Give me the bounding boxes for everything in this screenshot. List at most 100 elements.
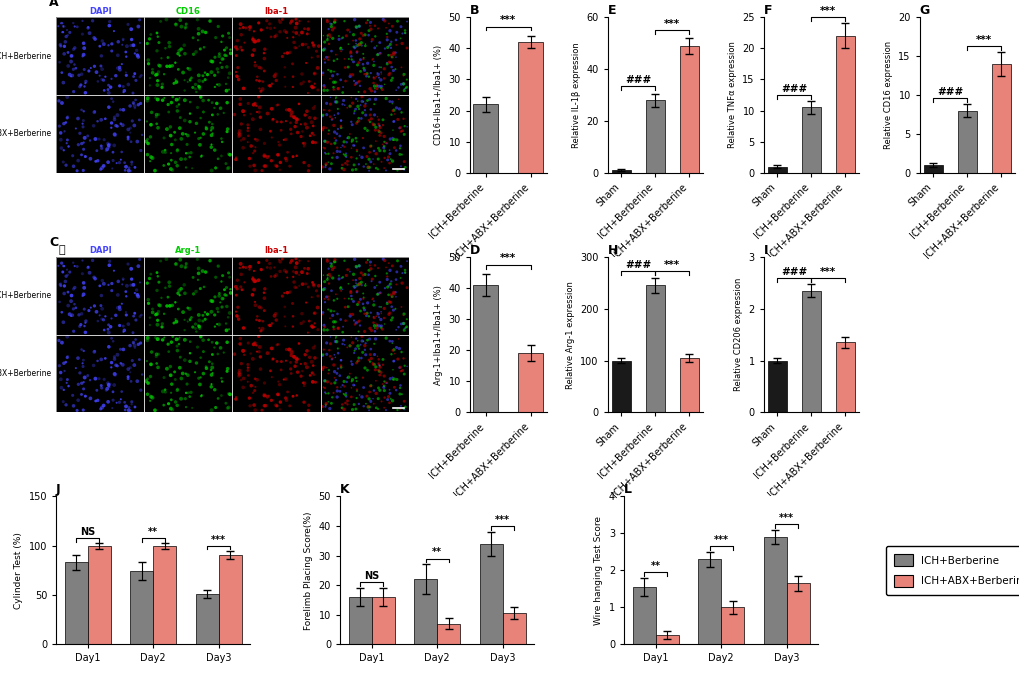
Point [276,48,292,59]
Point [293,366,310,377]
Point [124,88,141,99]
Point [145,307,161,318]
Point [61,27,77,38]
Point [59,264,75,275]
Point [368,81,384,92]
Point [340,278,357,289]
Point [317,401,333,412]
Point [247,36,263,47]
Point [356,69,372,80]
Point [149,45,165,56]
Point [118,161,135,172]
Point [265,114,281,125]
Point [201,356,217,367]
Point [220,388,236,399]
Point [247,56,263,68]
Point [76,320,93,331]
Point [357,280,373,291]
Point [366,385,382,396]
Bar [698,559,720,644]
Point [348,384,365,395]
Point [94,143,110,154]
Text: Arg-1: Arg-1 [175,246,202,256]
Point [67,63,84,74]
Point [368,320,384,331]
Point [160,339,176,350]
Point [347,275,364,286]
Point [326,66,342,77]
Point [242,400,258,411]
Point [214,270,230,281]
Point [376,145,392,156]
Point [71,81,88,92]
Point [322,271,338,282]
Point [361,94,377,105]
Point [334,44,351,55]
Point [330,274,346,285]
Point [215,347,231,358]
Point [171,45,187,56]
Point [164,404,180,415]
Point [130,260,147,271]
Point [207,163,223,174]
Point [151,60,167,71]
Point [281,47,298,58]
Point [286,361,303,372]
Point [149,349,165,360]
Point [311,280,327,291]
Point [219,126,235,137]
Point [247,338,263,349]
Point [176,355,193,366]
Point [201,116,217,127]
Point [332,122,348,133]
Point [81,305,97,316]
Text: B: B [470,4,479,17]
Point [361,265,377,276]
Point [108,158,124,169]
Point [120,79,137,90]
Point [230,128,247,139]
Point [183,312,200,323]
Point [364,118,380,129]
Point [391,103,408,114]
Point [167,157,183,168]
Point [101,327,117,338]
Point [144,107,160,118]
Point [142,395,158,407]
Point [76,372,93,383]
Point [53,374,69,385]
Point [395,79,412,90]
Point [383,61,399,72]
Point [386,108,403,119]
Point [52,39,68,50]
Bar [130,571,153,644]
Point [142,312,158,323]
Point [348,356,365,367]
Point [143,29,159,40]
Point [251,107,267,118]
Point [60,300,76,311]
Text: ***: *** [663,19,680,29]
Point [110,276,126,287]
Point [209,338,225,349]
Point [228,43,245,54]
Point [340,371,357,382]
Point [256,53,272,64]
Point [235,322,252,333]
Point [239,338,256,349]
Point [77,76,94,87]
Point [366,99,382,110]
Point [392,21,409,32]
Point [123,159,140,170]
Point [281,161,298,172]
Point [355,96,371,107]
Point [115,327,131,338]
Point [219,363,235,374]
Bar [720,607,744,644]
Point [333,273,350,284]
Point [147,332,163,343]
Point [326,138,342,149]
Point [177,23,194,34]
Point [252,112,268,123]
Point [170,303,186,314]
